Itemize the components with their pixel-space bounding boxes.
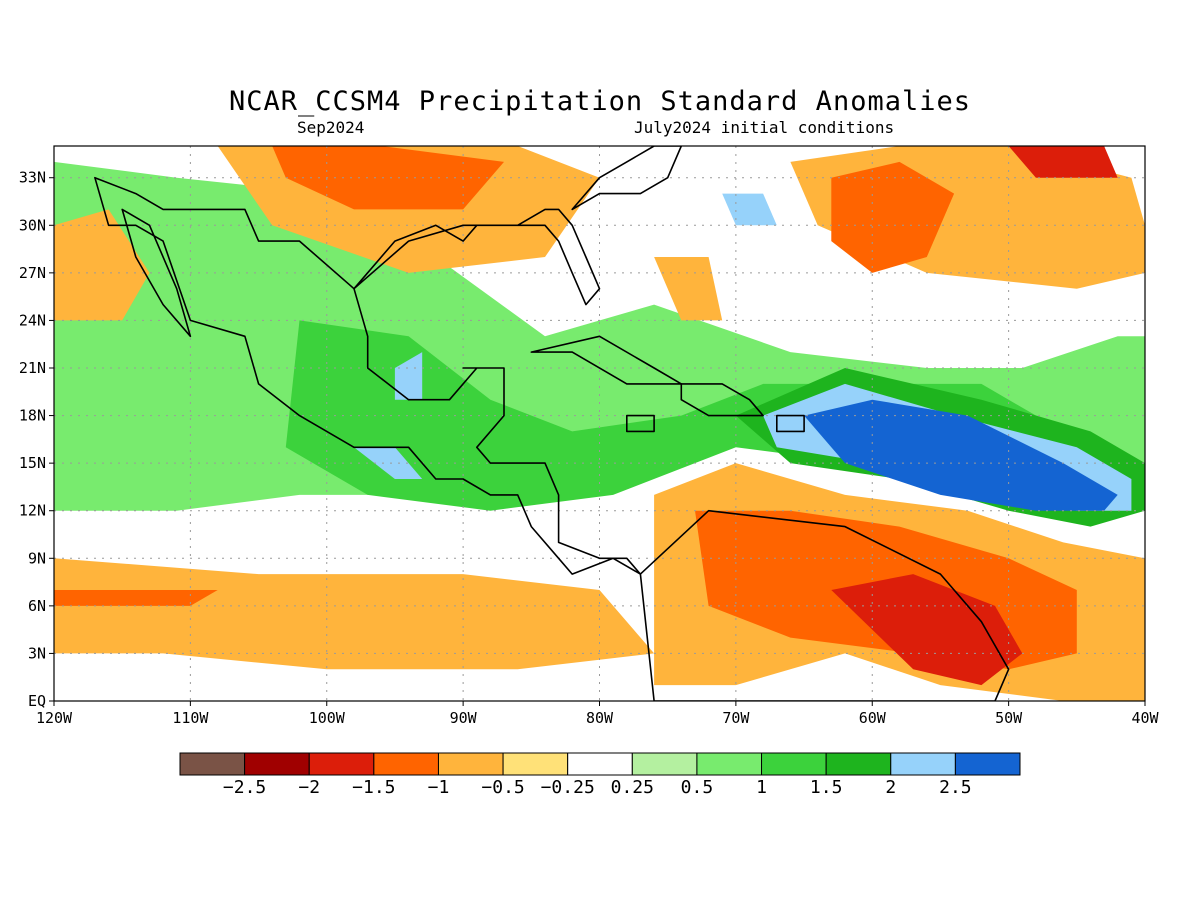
lon-tick-label: 40W — [1131, 709, 1159, 727]
lon-tick-label: 60W — [859, 709, 887, 727]
lon-tick-label: 120W — [36, 709, 73, 727]
colorbar-swatch — [890, 752, 956, 776]
colorbar-label: −1 — [428, 777, 450, 798]
lat-tick-label: 18N — [19, 407, 46, 425]
lat-tick-label: 30N — [19, 216, 46, 234]
colorbar-swatch — [244, 752, 310, 776]
colorbar-swatch — [631, 752, 698, 776]
lat-tick-label: 3N — [28, 644, 46, 662]
coastline-7 — [625, 414, 655, 433]
lat-tick-label: 15N — [19, 454, 46, 472]
lat-tick-label: 21N — [19, 359, 46, 377]
colorbar-label: −0.25 — [541, 777, 595, 798]
coastline-1 — [121, 208, 192, 338]
anomaly-region-14 — [831, 574, 1023, 686]
lon-tick-label: 90W — [450, 709, 478, 727]
lon-tick-label: 80W — [586, 709, 614, 727]
anomaly-region-19 — [272, 146, 504, 210]
colorbar: −2.5 −2 −1.5 −1 −0.5 −0.25 0.25 0.5 1 1.5 2 2.5 — [179, 752, 1021, 798]
anomaly-region-21 — [54, 590, 218, 606]
coastline-8 — [775, 414, 805, 433]
initial-conditions: July2024 initial conditions — [634, 118, 895, 137]
lon-tick-label: 110W — [172, 709, 209, 727]
longitude-axis: 120W 110W 100W 90W 80W 70W 60W 50W 40W — [36, 701, 1160, 727]
lat-tick-label: 6N — [28, 597, 46, 615]
colorbar-swatch — [502, 752, 569, 776]
colorbar-swatch — [761, 752, 827, 776]
colorbar-label: 1.5 — [810, 777, 843, 798]
colorbar-swatch — [308, 752, 375, 776]
coastline-3 — [571, 146, 683, 211]
colorbar-swatch — [373, 752, 439, 776]
anomaly-region-22 — [54, 209, 150, 321]
coastline-2 — [353, 208, 601, 306]
lat-tick-label: 24N — [19, 311, 46, 329]
colorbar-label: 2 — [885, 777, 896, 798]
lat-tick-label: 33N — [19, 169, 46, 187]
colorbar-label: 0.5 — [681, 777, 714, 798]
colorbar-label: −2 — [298, 777, 320, 798]
anomaly-region-16 — [831, 161, 955, 273]
colorbar-label: −2.5 — [223, 777, 266, 798]
colorbar-swatch — [179, 752, 246, 776]
anomaly-region-8 — [804, 399, 1118, 511]
map-title: NCAR_CCSM4 Precipitation Standard Anomal… — [229, 86, 971, 117]
lon-tick-label: 50W — [995, 709, 1023, 727]
colorbar-swatch — [825, 752, 892, 776]
colorbar-swatch — [954, 752, 1021, 776]
lat-tick-label: 12N — [19, 502, 46, 520]
anomaly-region-10 — [394, 352, 423, 400]
anomaly-region-9 — [354, 447, 423, 479]
coastline-6 — [680, 383, 764, 417]
anomaly-region-20 — [54, 558, 655, 670]
colorbar-swatch — [567, 752, 633, 776]
forecast-month: Sep2024 — [297, 118, 365, 137]
colorbar-label: −0.5 — [481, 777, 524, 798]
lon-tick-label: 70W — [722, 709, 750, 727]
colorbar-label: 2.5 — [939, 777, 972, 798]
colorbar-label: 1 — [756, 777, 767, 798]
latitude-axis: EQ 3N 6N 9N 12N 15N 18N 21N 24N 27N 30N 33N — [19, 169, 54, 710]
coastline-4 — [639, 509, 1010, 701]
colorbar-swatch — [696, 752, 763, 776]
lat-tick-label: 9N — [28, 549, 46, 567]
colorbar-label: 0.25 — [611, 777, 654, 798]
anomaly-field — [54, 146, 1145, 701]
lat-tick-label: EQ — [28, 692, 46, 710]
colorbar-label: −1.5 — [352, 777, 395, 798]
lon-tick-label: 100W — [309, 709, 346, 727]
coastlines — [94, 146, 1010, 701]
anomaly-region-11 — [722, 193, 777, 226]
anomaly-region-17 — [1008, 146, 1118, 178]
colorbar-swatch — [437, 752, 504, 776]
lat-tick-label: 27N — [19, 264, 46, 282]
